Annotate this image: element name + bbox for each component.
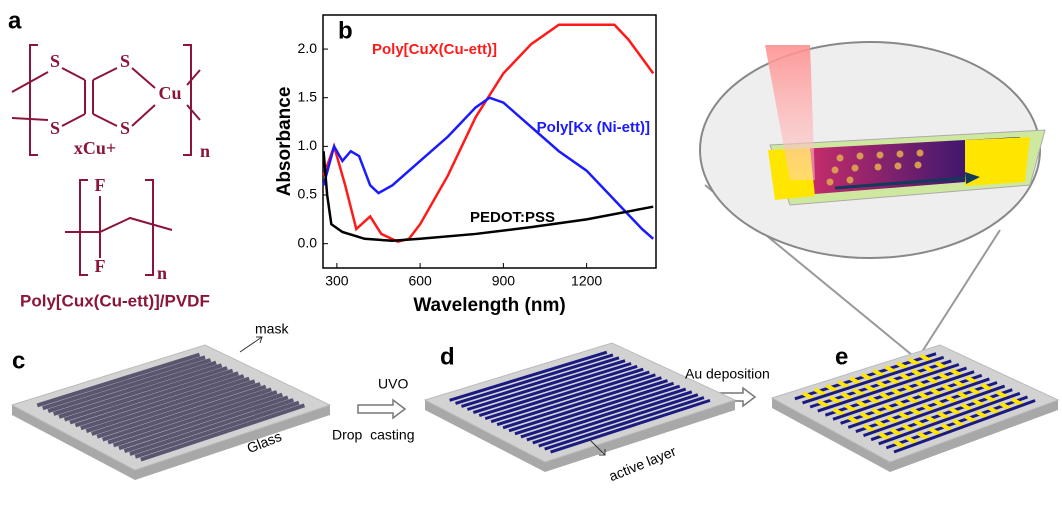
atom: Cu bbox=[158, 83, 181, 103]
x-tick-label: 600 bbox=[408, 273, 432, 289]
figure: S S S S Cu xCu+ n F F n Poly[Cux(Cu-ett)… bbox=[0, 0, 1062, 510]
x-tick-label: 1200 bbox=[571, 273, 602, 289]
series-line bbox=[324, 151, 654, 241]
panel-label: c bbox=[12, 347, 25, 374]
structure: S S S S Cu xCu+ n F F n Poly[Cux(Cu-ett)… bbox=[12, 45, 210, 310]
active-label: active layer bbox=[607, 443, 679, 484]
substrates bbox=[12, 343, 1058, 480]
panel-label: a bbox=[8, 7, 22, 34]
repeat: n bbox=[200, 141, 210, 161]
step-label: Drop casting bbox=[332, 427, 414, 443]
y-tick-label: 0.5 bbox=[298, 186, 318, 202]
atom: S bbox=[50, 51, 60, 71]
device-illustration bbox=[700, 42, 1045, 355]
panel-label: b bbox=[338, 17, 353, 44]
atom: S bbox=[120, 118, 130, 138]
panel-label: d bbox=[440, 343, 455, 370]
atom: F bbox=[95, 175, 106, 195]
pointer bbox=[240, 337, 262, 352]
x-tick-label: 900 bbox=[492, 273, 516, 289]
repeat: n bbox=[157, 263, 167, 283]
caption: Poly[Cux(Cu-ett)]/PVDF bbox=[20, 291, 210, 310]
y-tick-label: 1.0 bbox=[298, 137, 318, 153]
atom: F bbox=[95, 256, 106, 276]
series-label: Poly[CuX(Cu-ett)] bbox=[372, 41, 497, 58]
x-tick-label: 300 bbox=[325, 273, 349, 289]
counterion: xCu+ bbox=[74, 138, 116, 158]
series-label: Poly[Kx (Ni-ett)] bbox=[537, 119, 650, 136]
series-label: PEDOT:PSS bbox=[470, 209, 555, 226]
y-axis-label: Absorbance bbox=[274, 87, 295, 197]
panel-label: e bbox=[835, 343, 848, 370]
y-tick-label: 2.0 bbox=[298, 40, 318, 56]
chart: 0.0 0.5 1.0 1.5 2.0 300 600 900 1200 Wavelength (… bbox=[274, 15, 656, 316]
mask-label: mask bbox=[255, 321, 289, 337]
atom: S bbox=[120, 51, 130, 71]
step-label: UVO bbox=[378, 376, 408, 392]
x-axis-label: Wavelength (nm) bbox=[413, 295, 565, 316]
step-label: Au deposition bbox=[685, 366, 770, 382]
y-tick-label: 0.0 bbox=[298, 234, 318, 250]
y-tick-label: 1.5 bbox=[298, 88, 318, 104]
atom: S bbox=[50, 118, 60, 138]
